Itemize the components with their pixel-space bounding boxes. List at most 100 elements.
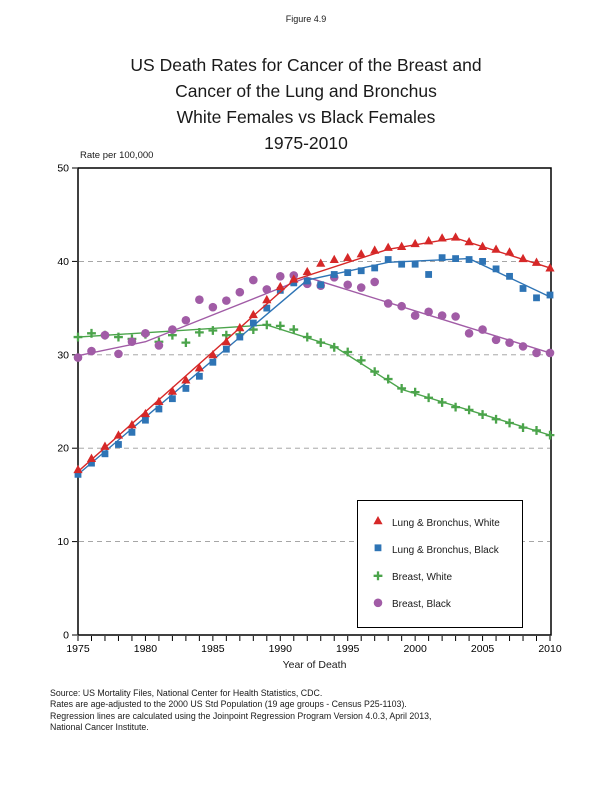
data-point-plus-1994: [329, 342, 339, 352]
data-point-square-2007: [506, 272, 513, 280]
x-tick-label-2005: 2005: [471, 643, 495, 655]
data-point-circle-2003: [451, 312, 460, 321]
data-point-circle-1977: [100, 330, 110, 340]
data-point-plus-1991: [289, 325, 299, 334]
data-point-circle-1996: [356, 283, 366, 292]
data-point-square-2010: [546, 291, 554, 299]
chart-title-line-4: 1975-2010: [264, 133, 348, 153]
y-tick-label-40: 40: [57, 256, 69, 268]
data-point-circle-1997: [370, 277, 379, 287]
legend-item-lung-white: Lung & Bronchus, White: [371, 514, 522, 532]
legend-marker-lung-black-square-icon: [371, 541, 385, 559]
data-point-plus-2000: [410, 387, 420, 397]
data-point-triangle-1978: [113, 430, 124, 439]
series-square: [74, 254, 554, 478]
data-point-triangle-1983: [181, 375, 191, 384]
x-tick-label-1975: 1975: [66, 643, 90, 655]
series-circle: [73, 271, 555, 362]
plot-border: [77, 167, 552, 636]
legend-marker-lung-white-triangle-icon: [371, 514, 385, 532]
data-point-triangle-1999: [397, 241, 407, 250]
data-point-triangle-1987: [235, 322, 245, 332]
data-point-plus-1984: [194, 327, 204, 337]
data-point-plus-1978: [114, 332, 123, 342]
data-point-square-1978: [115, 441, 122, 448]
data-point-triangle-1994: [329, 254, 339, 264]
data-point-square-1992: [303, 277, 311, 285]
data-point-square-2004: [465, 256, 473, 263]
square-glyph: [374, 544, 382, 552]
source-note-line-3: Regression lines are calculated using th…: [50, 710, 432, 721]
data-point-circle-1983: [181, 315, 191, 325]
data-point-square-1982: [169, 395, 176, 403]
data-point-triangle-2010: [545, 263, 555, 272]
chart-title-line-2: Cancer of the Lung and Bronchus: [175, 81, 437, 101]
data-point-circle-1975: [73, 353, 83, 362]
data-point-triangle-1988: [248, 309, 258, 319]
data-point-square-1980: [142, 416, 149, 424]
data-point-triangle-1985: [208, 350, 218, 359]
data-point-square-1991: [290, 279, 298, 287]
data-point-triangle-1975: [73, 464, 83, 474]
legend-label-lung-white: Lung & Bronchus, White: [392, 517, 500, 529]
legend-label-lung-black: Lung & Bronchus, Black: [392, 544, 499, 556]
data-point-circle-1990: [275, 272, 285, 281]
data-point-plus-2005: [478, 410, 487, 419]
data-point-circle-2005: [478, 325, 487, 334]
data-point-square-1997: [371, 264, 379, 272]
data-point-circle-1984: [195, 295, 204, 304]
data-point-square-2005: [479, 258, 486, 265]
data-point-square-1979: [128, 428, 136, 436]
data-point-circle-1986: [222, 296, 231, 305]
data-point-circle-2009: [532, 348, 541, 358]
data-point-square-1995: [344, 269, 352, 277]
x-tick-label-1985: 1985: [201, 643, 225, 655]
data-point-square-1985: [209, 358, 217, 366]
data-point-square-1984: [195, 372, 203, 380]
data-point-circle-2000: [410, 311, 420, 320]
data-point-square-2009: [533, 294, 540, 302]
data-point-circle-2010: [545, 348, 555, 358]
data-point-circle-2006: [491, 335, 501, 345]
data-point-plus-2004: [464, 405, 474, 415]
source-note-line-4: National Cancer Institute.: [50, 721, 149, 732]
trend-line-circle: [77, 276, 551, 357]
data-point-plus-1975: [73, 332, 83, 342]
data-point-plus-1993: [316, 338, 326, 348]
data-point-plus-2010: [545, 430, 555, 440]
data-point-triangle-2004: [464, 236, 474, 246]
data-point-triangle-2002: [437, 233, 447, 242]
chart-title-line-1: US Death Rates for Cancer of the Breast …: [130, 55, 482, 75]
data-point-square-1998: [384, 256, 392, 263]
data-point-circle-1999: [397, 301, 406, 311]
data-point-plus-1976: [87, 328, 96, 338]
data-point-circle-2002: [437, 311, 447, 320]
data-point-circle-1978: [114, 349, 123, 359]
data-point-plus-2008: [518, 423, 528, 433]
x-tick-label-1995: 1995: [336, 643, 360, 655]
data-point-square-1975: [74, 470, 82, 478]
data-point-circle-1987: [235, 287, 245, 297]
data-point-square-1988: [249, 319, 257, 327]
data-point-triangle-2006: [491, 244, 501, 253]
data-point-square-2003: [452, 255, 459, 262]
data-point-square-1987: [236, 333, 244, 341]
source-note-line-1: Source: US Mortality Files, National Cen…: [50, 688, 323, 698]
data-point-triangle-2007: [504, 247, 515, 256]
data-point-square-1990: [276, 286, 284, 294]
series-triangle: [73, 232, 555, 474]
data-point-circle-1985: [208, 302, 218, 312]
data-point-triangle-1977: [100, 441, 110, 450]
data-point-plus-1997: [370, 367, 380, 377]
data-point-square-1977: [101, 450, 109, 458]
data-point-square-1976: [88, 459, 95, 467]
data-point-circle-1981: [154, 341, 164, 350]
data-point-triangle-2000: [410, 238, 420, 248]
legend-glyph-circle: [373, 598, 383, 607]
trend-line-square: [77, 257, 551, 475]
y-tick-label-30: 30: [57, 349, 69, 361]
data-point-triangle-1998: [383, 242, 393, 251]
figure-number-label: Figure 4.9: [285, 14, 327, 24]
legend-label-breast-white: Breast, White: [392, 572, 453, 584]
legend-item-breast-white: Breast, White: [371, 569, 522, 587]
